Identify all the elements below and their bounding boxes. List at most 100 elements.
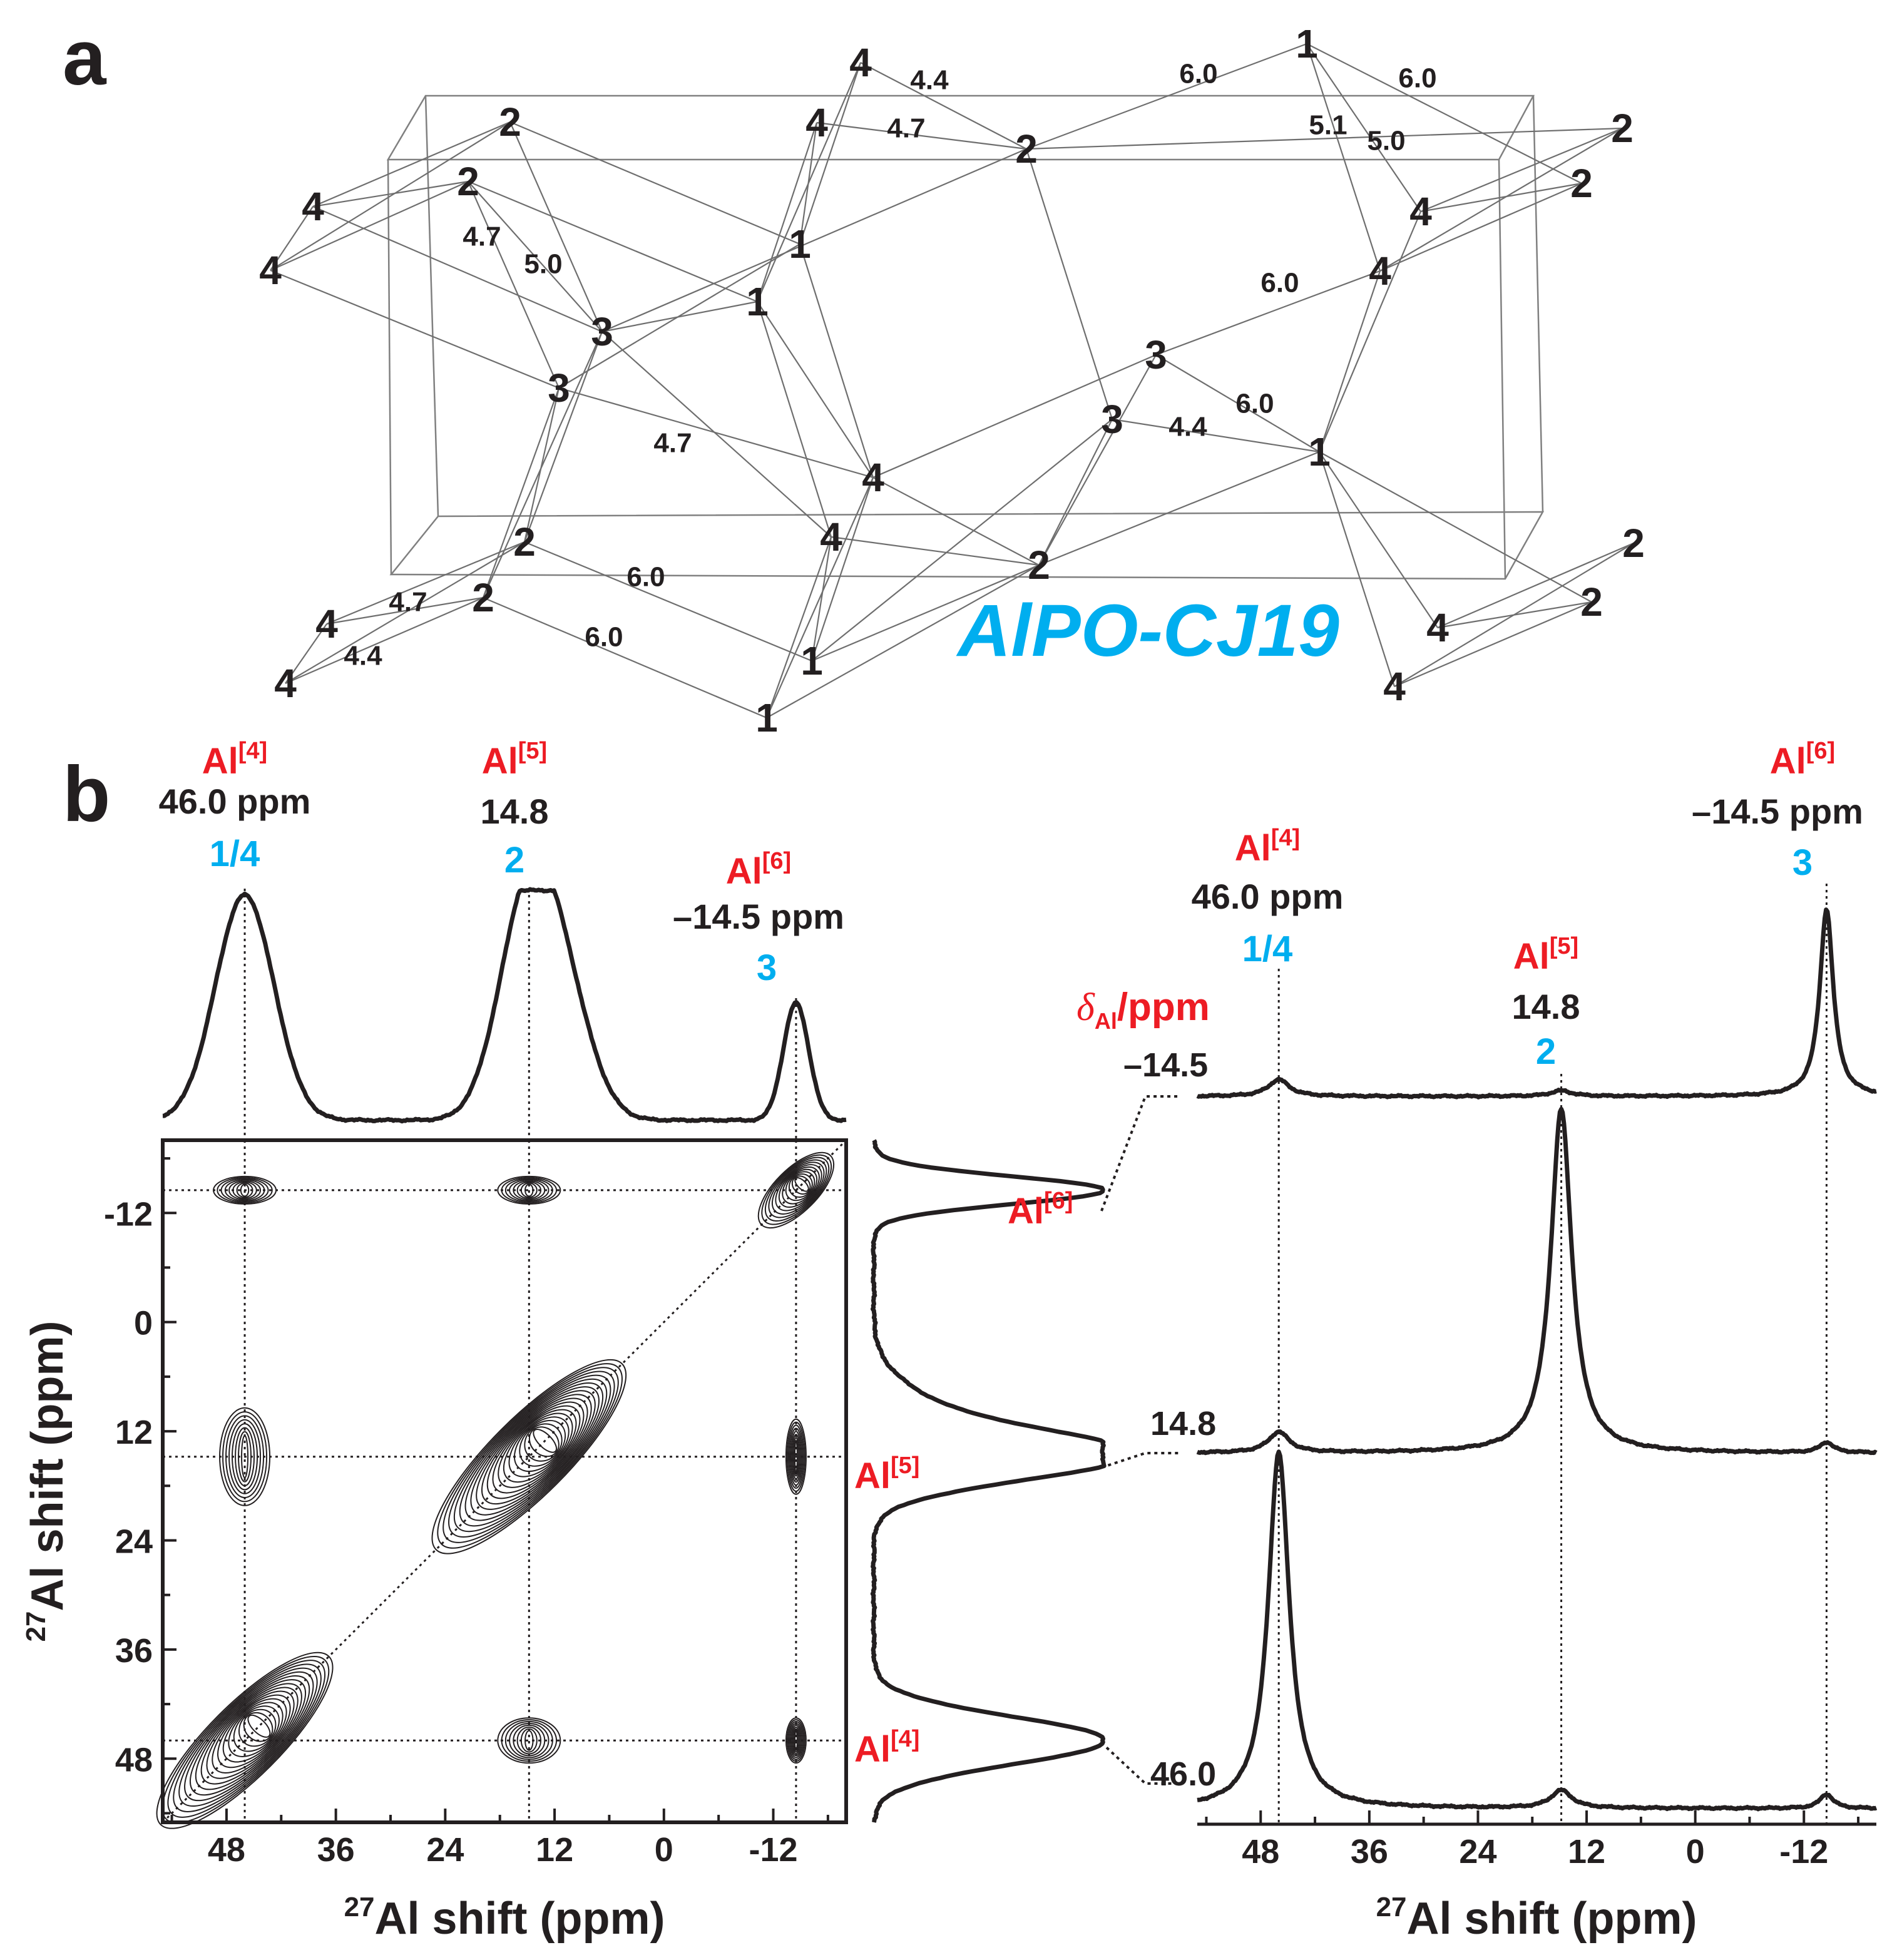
contour-level: [232, 1181, 257, 1199]
framework-bond: [482, 387, 560, 598]
contour-peaks: [156, 1151, 835, 1829]
contour-level: [782, 1168, 818, 1205]
contour-level: [178, 1667, 318, 1807]
framework-bond: [601, 300, 758, 333]
svg-text:2: 2: [1536, 1031, 1556, 1072]
framework-bond: [312, 121, 511, 208]
contour-level: [213, 1175, 277, 1205]
slice-trace-14.8: [1196, 1106, 1878, 1456]
site-label-4: 4: [1383, 664, 1406, 709]
top-projection-guide-lines: [243, 889, 797, 1140]
contour-level: [501, 1719, 558, 1762]
contour-level: [792, 1437, 799, 1477]
site-label-4: 4: [820, 514, 842, 559]
contour-level: [788, 1173, 813, 1198]
contour-level: [247, 1714, 271, 1738]
contour-level: [520, 1728, 538, 1753]
side-projection-labels: Al[6] Al[5] Al[4]: [854, 1188, 1073, 1770]
framework-bond: [601, 148, 1027, 333]
top-label-al5: Al[5] 14.8 2: [481, 738, 549, 880]
framework-bond: [810, 477, 874, 661]
distance-label: 4.7: [887, 113, 925, 144]
site-label-4: 4: [259, 248, 282, 293]
framework-bond: [1112, 418, 1320, 453]
contour-level: [241, 1435, 249, 1479]
top-label-al4: Al[4] 46.0 ppm 1/4: [159, 738, 311, 874]
distance-label: 4.7: [389, 587, 427, 618]
framework-bond: [1038, 419, 1113, 566]
site-label-4: 4: [862, 455, 884, 500]
framework-bond: [1155, 354, 1320, 452]
framework-bond: [816, 121, 1027, 150]
contour-level: [794, 1439, 798, 1474]
contour-level: [236, 1182, 253, 1198]
contour-level: [222, 1698, 287, 1763]
framework-bond: [1319, 451, 1592, 603]
contour-level: [513, 1724, 546, 1757]
contour-level: [184, 1671, 314, 1802]
svg-text:14.8: 14.8: [1512, 987, 1580, 1026]
y-tick-label: -12: [104, 1195, 153, 1233]
svg-text:Al[6]: Al[6]: [726, 848, 791, 892]
svg-text:–14.5 ppm: –14.5 ppm: [1692, 792, 1863, 831]
top-al6-shift: –14.5 ppm: [673, 897, 844, 936]
framework-bond: [1318, 451, 1396, 687]
contour-y-axis-label: 27Al shift (ppm): [21, 1321, 73, 1642]
contour-level: [519, 1419, 566, 1467]
panel-b: b Al[4] 46.0 ppm 1/4 Al[5] 14.8 2 Al[6] …: [21, 738, 1878, 1944]
contour-level: [232, 1423, 258, 1491]
svg-text:Al[5]: Al[5]: [482, 738, 547, 782]
distance-label: 4.4: [910, 65, 949, 96]
svg-text:Al[4]: Al[4]: [202, 738, 267, 782]
framework-bond: [831, 536, 1040, 566]
contour-ticks: 48 36 24 12 0 -12 -12 0 12 24 36 48: [104, 1157, 829, 1869]
contour-level: [785, 1418, 807, 1495]
contour-level: [189, 1675, 310, 1796]
distance-label: 6.0: [585, 622, 623, 653]
framework-bond: [1155, 270, 1381, 356]
framework-bond: [270, 206, 314, 271]
framework-bond: [1318, 211, 1422, 452]
right-tick-label: -12: [1779, 1833, 1828, 1871]
x-tick-label: 48: [208, 1831, 245, 1869]
contour-level: [790, 1724, 802, 1757]
framework-bond: [1026, 43, 1307, 150]
contour-level: [785, 1717, 807, 1764]
panel-b-letter: b: [63, 751, 110, 838]
framework-bond: [1318, 270, 1381, 452]
framework-bond: [811, 564, 1040, 662]
right-tick-label: 12: [1568, 1833, 1605, 1871]
contour-peak-cross: [497, 1717, 561, 1764]
contour-level: [200, 1683, 302, 1785]
contour-level: [509, 1722, 550, 1758]
framework-bond: [285, 596, 484, 685]
framework-name: AlPO-CJ19: [956, 590, 1339, 672]
contour-level: [448, 1370, 615, 1538]
panel-a-letter: a: [63, 14, 107, 101]
framework-connections: [270, 43, 1634, 719]
side-al4: Al[4]: [854, 1726, 919, 1770]
framework-bond: [799, 243, 874, 478]
contour-peak-cross: [219, 1407, 271, 1506]
framework-bond: [1379, 128, 1623, 272]
framework-bond: [468, 180, 758, 303]
top-al6-label: Al: [726, 851, 762, 892]
contour-level: [497, 1717, 561, 1764]
contour-peak-diagonal: [757, 1151, 835, 1229]
top-projection-trace: [162, 887, 847, 1124]
framework-bond: [1420, 182, 1582, 213]
side-al5: Al[5]: [854, 1452, 919, 1496]
framework-bond: [558, 243, 800, 389]
site-label-4: 4: [1426, 605, 1449, 650]
distance-label: 4.4: [344, 641, 382, 671]
contour-level: [533, 1429, 558, 1453]
framework-bond: [1306, 43, 1421, 212]
y-tick-label: 0: [134, 1305, 153, 1342]
site-label-4: 4: [1409, 189, 1432, 234]
contour-level: [790, 1431, 802, 1483]
site-label-4: 4: [274, 661, 297, 706]
contour-level: [513, 1416, 570, 1473]
contour-level: [504, 1178, 553, 1203]
